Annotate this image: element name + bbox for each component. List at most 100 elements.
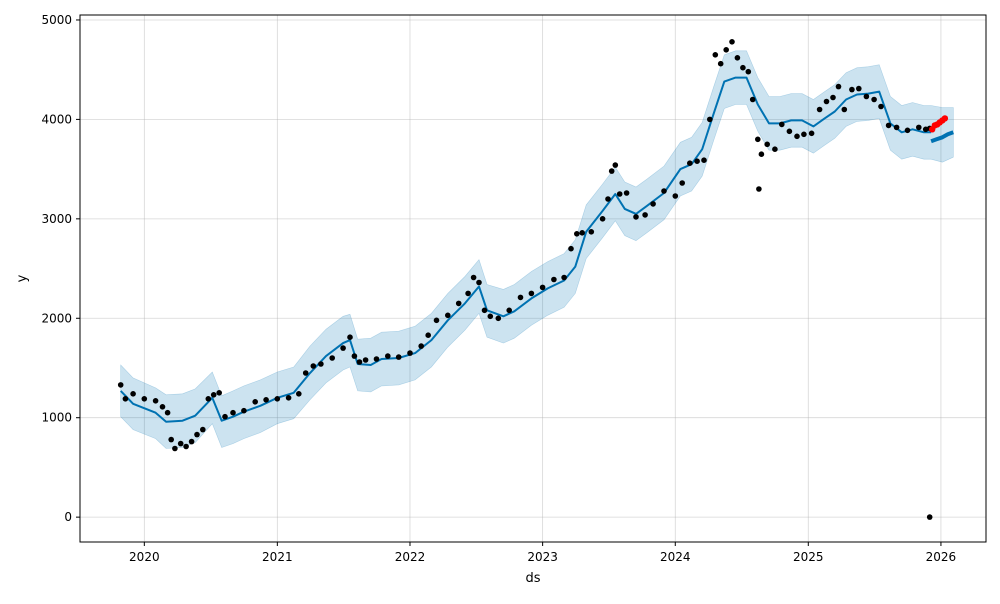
observed-point — [841, 106, 848, 113]
observed-point — [445, 312, 451, 319]
outlier-point — [926, 514, 933, 520]
observed-point — [661, 188, 667, 194]
observed-point — [835, 83, 842, 90]
observed-point — [216, 390, 222, 396]
observed-point — [506, 307, 512, 314]
observed-point — [749, 96, 756, 103]
observed-point — [740, 64, 746, 71]
observed-point — [117, 382, 124, 388]
uncertainty-band — [120, 50, 954, 449]
observed-point — [425, 332, 432, 339]
observed-point — [916, 124, 922, 131]
observed-point — [230, 409, 236, 416]
observed-point — [351, 353, 358, 359]
observed-point — [786, 128, 793, 135]
observed-point — [528, 290, 535, 297]
observed-point — [183, 443, 189, 450]
observed-point — [605, 196, 611, 202]
observed-point — [794, 133, 800, 140]
observed-point — [263, 397, 269, 403]
observed-point — [579, 230, 585, 236]
y-tick-label: 2000 — [41, 311, 72, 325]
plot-frame — [79, 14, 987, 543]
observed-point — [856, 85, 862, 92]
plot-area — [80, 15, 986, 542]
observed-point — [539, 284, 546, 291]
observed-point — [495, 315, 502, 322]
observed-point — [285, 395, 292, 401]
observed-point — [650, 201, 656, 207]
observed-point — [808, 130, 815, 137]
recent-point — [941, 115, 949, 122]
future-forecast-line — [930, 130, 954, 144]
observed-point — [904, 127, 911, 134]
observed-point — [893, 124, 900, 131]
observed-point — [616, 191, 623, 197]
observed-point — [252, 399, 258, 405]
observed-point — [623, 190, 630, 196]
observed-point — [481, 307, 488, 314]
observed-point — [608, 168, 615, 174]
observed-point — [274, 396, 281, 402]
axis-ticks: 2020 2021 2022 2023 2024 2025 2026 0 1000 2000 300… — [41, 13, 956, 564]
uncertainty-interval — [120, 50, 954, 449]
observed-point — [574, 231, 580, 237]
observed-point — [849, 86, 855, 93]
observed-point — [222, 413, 228, 420]
y-tick-label: 4000 — [41, 112, 72, 126]
observed-point — [470, 274, 477, 281]
observed-point — [356, 359, 363, 365]
observed-point — [755, 136, 761, 143]
y-tick-label: 1000 — [41, 411, 72, 425]
observed-point — [159, 404, 166, 410]
observed-point — [141, 396, 148, 402]
observed-point — [561, 274, 567, 281]
observed-point — [362, 357, 369, 363]
observed-point — [633, 214, 639, 220]
observed-point — [734, 55, 741, 61]
outlier-point — [756, 186, 762, 192]
x-tick-label: 2022 — [395, 550, 426, 564]
observed-point — [194, 431, 200, 438]
x-tick-label: 2026 — [926, 550, 957, 564]
observed-point — [694, 158, 700, 164]
x-tick-label: 2023 — [527, 550, 558, 564]
observed-point — [385, 353, 391, 359]
observed-point — [407, 350, 413, 356]
observed-point — [679, 180, 685, 186]
observed-point — [130, 391, 136, 397]
observed-point — [205, 396, 212, 402]
observed-point — [779, 121, 785, 128]
observed-point — [823, 98, 830, 105]
observed-point — [758, 151, 765, 157]
observed-point — [329, 355, 336, 361]
x-tick-label: 2025 — [793, 550, 824, 564]
observed-point — [487, 313, 494, 320]
forecast-line — [119, 76, 932, 423]
y-tick-label: 5000 — [41, 13, 72, 27]
observed-point — [188, 438, 195, 445]
observed-point — [878, 103, 884, 110]
observed-point — [816, 106, 823, 113]
observed-point — [172, 445, 178, 452]
observed-point — [373, 356, 380, 362]
y-axis-label: y — [15, 274, 30, 282]
observed-point — [599, 216, 606, 222]
observed-point — [347, 334, 353, 341]
observed-point — [551, 276, 557, 283]
observed-point — [863, 93, 870, 100]
x-tick-label: 2021 — [262, 550, 293, 564]
observed-point — [465, 290, 471, 297]
y-tick-label: 0 — [64, 510, 72, 524]
observed-point — [707, 116, 713, 123]
observed-point — [476, 279, 482, 286]
observed-point — [296, 391, 302, 397]
observed-point — [588, 229, 595, 235]
observed-point — [168, 436, 174, 443]
observed-point — [612, 162, 619, 168]
observed-point — [764, 141, 770, 148]
observed-point — [701, 157, 707, 163]
observed-point — [418, 343, 425, 349]
